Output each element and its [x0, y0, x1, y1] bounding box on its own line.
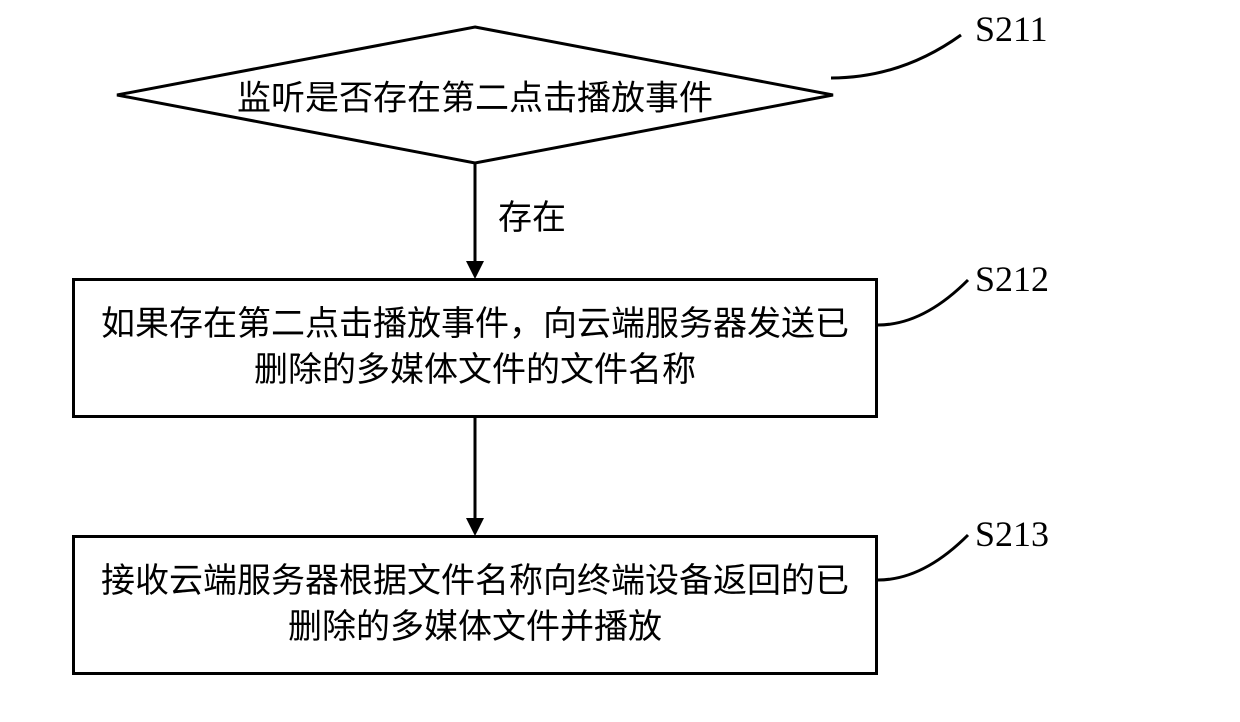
process1-node: 如果存在第二点击播放事件，向云端服务器发送已删除的多媒体文件的文件名称: [72, 278, 878, 418]
leader-s213: [878, 530, 978, 590]
process1-text: 如果存在第二点击播放事件，向云端服务器发送已删除的多媒体文件的文件名称: [95, 302, 855, 394]
step-label-s211: S211: [975, 8, 1048, 50]
step-label-s213: S213: [975, 513, 1049, 555]
edge-label-exists: 存在: [498, 190, 566, 239]
process2-node: 接收云端服务器根据文件名称向终端设备返回的已删除的多媒体文件并播放: [72, 535, 878, 675]
flowchart-canvas: 监听是否存在第二点击播放事件 S211 存在 如果存在第二点击播放事件，向云端服…: [0, 0, 1240, 722]
leader-s212: [878, 275, 978, 335]
arrow-1: [465, 163, 485, 281]
decision-node: 监听是否存在第二点击播放事件: [115, 25, 835, 165]
decision-text: 监听是否存在第二点击播放事件: [237, 71, 713, 120]
arrow-2: [465, 418, 485, 538]
process2-text: 接收云端服务器根据文件名称向终端设备返回的已删除的多媒体文件并播放: [95, 559, 855, 651]
leader-s211: [831, 30, 971, 85]
step-label-s212: S212: [975, 258, 1049, 300]
